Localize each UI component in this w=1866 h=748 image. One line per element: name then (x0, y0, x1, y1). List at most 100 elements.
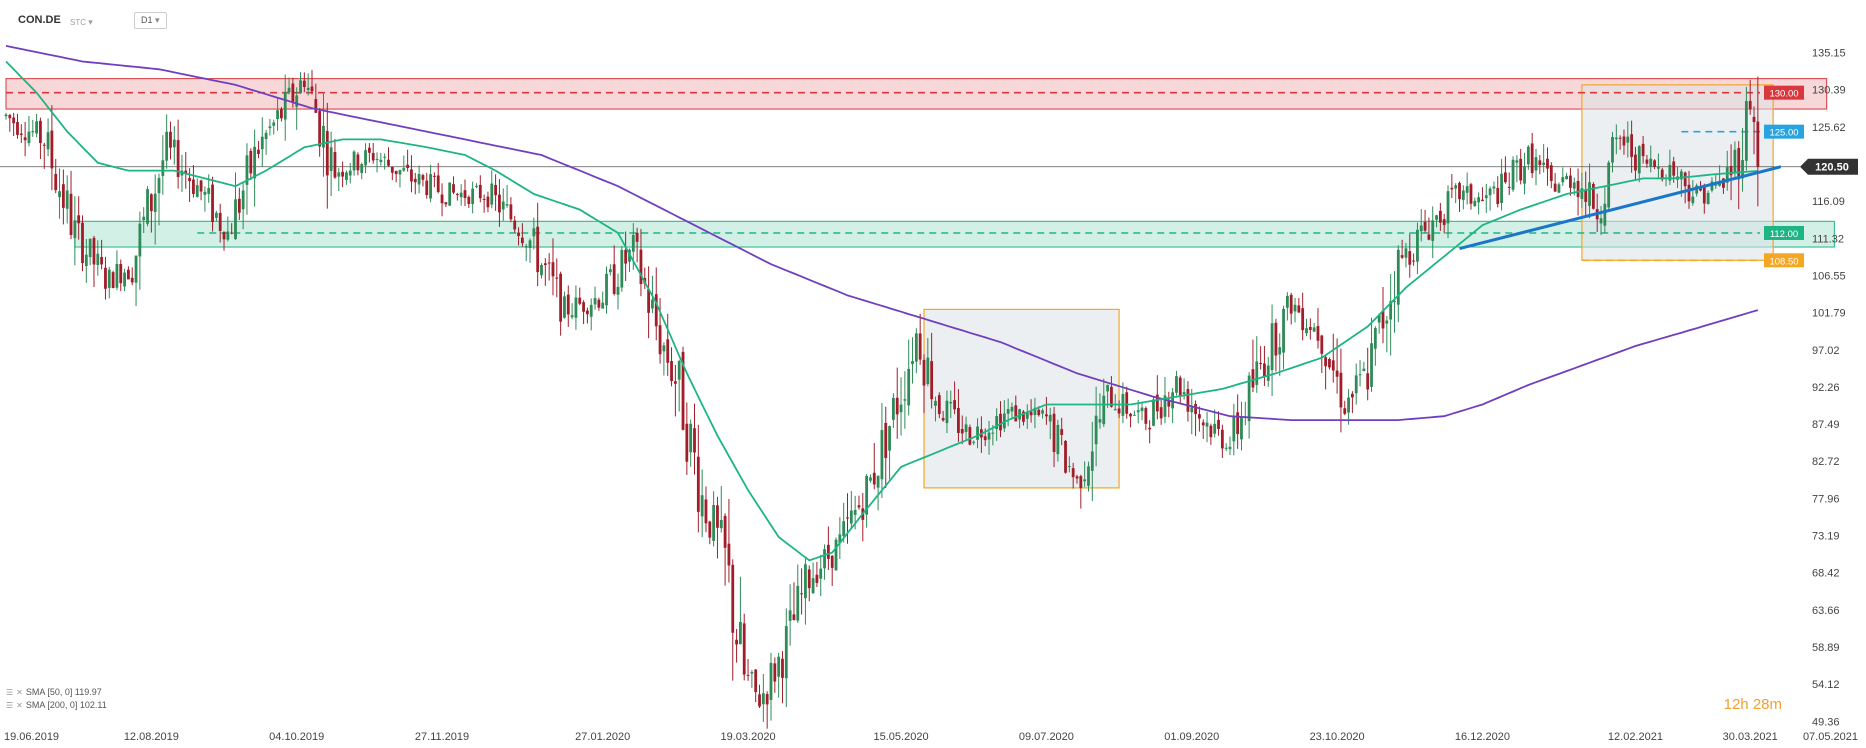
candle-body (700, 495, 704, 517)
candle (1389, 274, 1393, 356)
candle-body (356, 154, 360, 171)
candle-body (784, 626, 788, 679)
y-tick-label: 101.79 (1812, 308, 1846, 320)
candle-body (758, 694, 761, 707)
candle (1373, 326, 1377, 366)
candle (727, 499, 731, 583)
candle-body (1305, 328, 1308, 334)
candle-body (318, 111, 322, 147)
candle (543, 258, 547, 286)
candle-body (1236, 412, 1240, 435)
candle-body (413, 178, 417, 183)
candle (337, 167, 341, 192)
candle-body (1266, 365, 1270, 381)
candle (1442, 213, 1446, 234)
candle-body (1630, 134, 1634, 157)
candle (448, 182, 452, 206)
candle-body (1201, 422, 1205, 426)
symbol-label[interactable]: CON.DE (18, 14, 61, 26)
candle (165, 114, 169, 169)
candle (528, 238, 532, 263)
candle-body (1087, 466, 1090, 486)
candle (1473, 197, 1477, 207)
candle-body (1064, 440, 1067, 473)
indicator-legend-sma50[interactable]: ☰ ✕ SMA [50, 0] 119.97 (6, 687, 102, 697)
candle-body (1289, 294, 1293, 314)
candle-body (781, 658, 784, 678)
candle (421, 173, 425, 187)
candle (895, 367, 899, 439)
candle-body (1427, 234, 1431, 240)
candle (739, 576, 742, 645)
candle-body (834, 539, 838, 571)
candle (1282, 305, 1285, 370)
candle (1217, 411, 1220, 436)
x-tick-label: 19.06.2019 (4, 731, 59, 743)
candle (222, 231, 226, 251)
candle-body (1071, 468, 1075, 478)
candle-body (964, 424, 968, 432)
candle (119, 259, 123, 292)
candle (1289, 292, 1293, 325)
candle (1083, 461, 1087, 488)
chevron-down-icon[interactable]: ▾ (88, 17, 93, 27)
candle (551, 238, 555, 296)
candle-body (1148, 427, 1152, 430)
candle (12, 112, 16, 137)
chart-subtitle[interactable]: STC ▾ (70, 17, 93, 27)
candle-body (1442, 219, 1446, 225)
candle (1744, 87, 1748, 171)
candle (1347, 389, 1350, 425)
candle (1144, 406, 1148, 431)
candle (662, 342, 666, 376)
candle-body (195, 185, 199, 197)
candle-body (1132, 414, 1136, 416)
candle (685, 402, 689, 475)
candle (486, 191, 490, 213)
trendline (1459, 165, 1782, 251)
candle-body (1729, 166, 1733, 176)
candle (1626, 121, 1630, 158)
candle (1159, 398, 1163, 425)
close-icon[interactable]: ✕ (16, 701, 23, 710)
candle (272, 119, 276, 135)
candle-body (666, 339, 670, 363)
settings-icon[interactable]: ☰ (6, 701, 14, 710)
candle (1599, 206, 1603, 236)
candle (1354, 363, 1358, 405)
candle (1530, 132, 1534, 178)
candle-body (299, 80, 302, 94)
candle (1557, 182, 1561, 193)
candle-body (153, 193, 157, 213)
settings-icon[interactable]: ☰ (6, 688, 14, 697)
level-badge-label: 125.00 (1769, 128, 1798, 139)
candle (976, 418, 979, 449)
candle-body (1366, 373, 1370, 390)
candle (1087, 461, 1090, 492)
candle-body (203, 191, 207, 195)
candle (1167, 391, 1171, 418)
candle-body (1060, 429, 1064, 435)
candle (471, 181, 475, 214)
candle (310, 70, 314, 95)
candle (1328, 357, 1331, 370)
candle (639, 228, 643, 297)
candle (1312, 322, 1316, 332)
candle-body (69, 193, 73, 236)
candle-body (390, 166, 394, 173)
candle-body (371, 152, 375, 161)
candle (1240, 401, 1243, 451)
timeframe-selector[interactable]: D1 ▾ (134, 12, 167, 29)
candle-body (169, 131, 172, 148)
candle-body (322, 125, 325, 148)
candle-body (142, 216, 146, 221)
indicator-legend-sma200[interactable]: ☰ ✕ SMA [200, 0] 102.11 (6, 700, 107, 710)
candle-body (1687, 184, 1691, 202)
candle (1385, 316, 1389, 353)
y-tick-label: 68.42 (1812, 568, 1840, 580)
close-icon[interactable]: ✕ (16, 688, 23, 697)
candle-body (1404, 248, 1408, 258)
candle-body (1025, 412, 1029, 419)
candle (1477, 192, 1481, 215)
